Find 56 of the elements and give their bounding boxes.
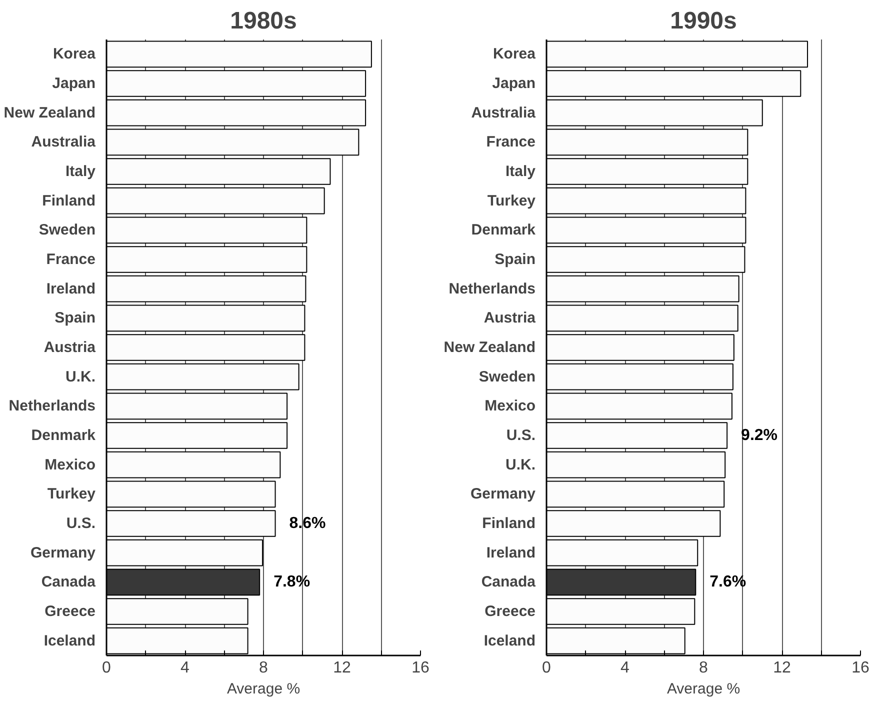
x-tick-label: 8 bbox=[259, 660, 268, 676]
x-tick-label: 12 bbox=[773, 660, 791, 676]
y-tick-label: Turkey bbox=[47, 486, 96, 503]
y-tick-label: U.S. bbox=[506, 427, 536, 444]
y-tick-label: Mexico bbox=[44, 456, 96, 474]
y-tick-label: Canada bbox=[481, 574, 536, 591]
y-tick-label: France bbox=[46, 251, 96, 268]
y-tick-label: Sweden bbox=[38, 222, 96, 239]
y-tick-label: Finland bbox=[42, 192, 96, 210]
y-tick-label: Denmark bbox=[471, 222, 536, 239]
y-tick-label: Finland bbox=[482, 515, 536, 532]
y-tick-label: Netherlands bbox=[448, 280, 536, 298]
x-tick-label: 4 bbox=[180, 660, 190, 676]
x-tick-label: 0 bbox=[102, 660, 112, 676]
y-tick-label: Korea bbox=[52, 46, 96, 63]
y-tick-label: Iceland bbox=[484, 632, 536, 650]
y-tick-label: Ireland bbox=[46, 280, 96, 298]
y-tick-label: Turkey bbox=[487, 192, 536, 210]
y-tick-label: Germany bbox=[30, 544, 96, 562]
x-tick-label: 0 bbox=[542, 660, 552, 676]
y-tick-label: Sweden bbox=[478, 368, 536, 386]
x-tick-label: 16 bbox=[852, 660, 870, 676]
y-tick-label: Italy bbox=[65, 163, 96, 180]
y-tick-label: Austria bbox=[44, 339, 96, 356]
y-tick-label: Greece bbox=[44, 603, 96, 620]
y-tick-label: Korea bbox=[492, 46, 536, 63]
x-axis-title: Average % bbox=[666, 680, 740, 698]
y-tick-label: Japan bbox=[492, 75, 536, 92]
chart-title: 1980s bbox=[230, 8, 297, 34]
y-tick-label: Australia bbox=[471, 104, 536, 122]
y-tick-label: Canada bbox=[41, 574, 96, 591]
x-axis-title: Average % bbox=[226, 680, 300, 698]
y-tick-label: Spain bbox=[494, 251, 536, 268]
y-tick-label: Mexico bbox=[484, 398, 536, 415]
y-tick-label: Ireland bbox=[486, 544, 536, 562]
x-tick-label: 8 bbox=[699, 660, 708, 676]
y-tick-label: Iceland bbox=[44, 632, 96, 650]
y-tick-label: Germany bbox=[470, 486, 536, 503]
x-tick-label: 12 bbox=[333, 660, 351, 676]
y-tick-label: New Zealand bbox=[4, 104, 96, 122]
y-tick-label: New Zealand bbox=[444, 339, 536, 356]
y-tick-label: Austria bbox=[484, 310, 536, 327]
x-tick-label: 4 bbox=[620, 660, 630, 676]
chart-title: 1990s bbox=[670, 8, 737, 34]
y-tick-label: Denmark bbox=[31, 427, 96, 444]
y-tick-label: France bbox=[486, 134, 536, 151]
y-tick-label: Japan bbox=[52, 75, 96, 92]
y-tick-label: U.S. bbox=[66, 515, 96, 532]
y-tick-label: Netherlands bbox=[8, 398, 96, 415]
y-tick-label: Greece bbox=[484, 603, 536, 620]
y-tick-label: Spain bbox=[54, 310, 96, 327]
y-tick-label: U.K. bbox=[506, 456, 536, 474]
x-tick-label: 16 bbox=[412, 660, 430, 676]
y-tick-label: U.K. bbox=[66, 368, 96, 386]
y-tick-label: Italy bbox=[505, 163, 536, 180]
y-tick-label: Australia bbox=[31, 134, 96, 151]
